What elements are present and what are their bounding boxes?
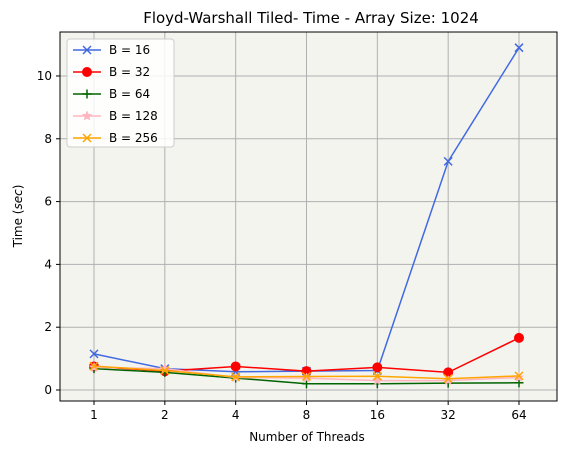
marker-stroke — [89, 361, 99, 371]
data-point — [514, 43, 524, 53]
x-tick-label: 32 — [441, 408, 456, 422]
data-point — [301, 371, 312, 382]
data-point — [514, 332, 524, 343]
x-tick-label: 16 — [370, 408, 385, 422]
legend-box — [66, 38, 175, 148]
legend-label: B = 64 — [109, 87, 150, 101]
data-point — [302, 379, 311, 389]
legend-marker — [82, 133, 92, 143]
data-point — [372, 371, 382, 381]
y-axis-label-unit: sec — [11, 189, 25, 210]
grid — [60, 32, 557, 401]
legend-marker — [81, 110, 93, 121]
x-tick-label: 8 — [303, 408, 311, 422]
legend-entry: B = 256 — [73, 131, 158, 145]
marker-stroke — [89, 349, 99, 359]
x-axis: 1 2 4 8 16 32 64 — [90, 401, 527, 422]
data-point — [89, 349, 99, 359]
marker-stroke — [82, 45, 92, 55]
series-layer — [88, 43, 525, 389]
x-tick-label: 64 — [511, 408, 526, 422]
y-axis-label-prefix: Time ( — [11, 210, 25, 249]
series-4 — [89, 361, 524, 384]
legend-entry: B = 32 — [73, 65, 150, 79]
legend-label: B = 256 — [109, 131, 158, 145]
marker-stroke — [443, 374, 453, 384]
data-point — [372, 362, 383, 373]
data-point — [230, 361, 241, 372]
y-axis-label-suffix: ) — [11, 185, 25, 190]
x-tick-label: 2 — [161, 408, 169, 422]
y-tick-label: 6 — [44, 195, 52, 209]
marker-stroke — [301, 371, 312, 382]
marker-stroke — [372, 371, 382, 381]
marker-stroke — [231, 372, 241, 382]
data-point — [443, 156, 453, 166]
legend-entry: B = 128 — [73, 109, 158, 123]
x-axis-label: Number of Threads — [249, 430, 365, 444]
plot-frame — [59, 31, 558, 402]
marker-stroke — [514, 371, 524, 381]
y-tick-label: 8 — [44, 132, 52, 146]
y-tick-label: 4 — [44, 257, 52, 271]
marker-stroke — [82, 133, 92, 143]
y-axis-label: Time (sec) — [11, 185, 25, 249]
y-axis: 0 2 4 6 8 10 — [37, 69, 60, 397]
data-point — [89, 361, 99, 371]
data-point — [514, 371, 524, 381]
data-point — [160, 366, 170, 376]
y-tick-label: 10 — [37, 69, 52, 83]
legend: B = 16 B = 32 B = 64 B = 128 B = 256 — [66, 38, 175, 148]
legend-label: B = 16 — [109, 43, 150, 57]
legend-label: B = 128 — [109, 109, 158, 123]
y-tick-label: 2 — [44, 320, 52, 334]
marker-stroke — [160, 366, 170, 376]
x-tick-label: 4 — [232, 408, 240, 422]
marker-stroke — [443, 156, 453, 166]
legend-entry: B = 64 — [73, 87, 150, 101]
marker-stroke — [514, 43, 524, 53]
legend-marker — [82, 89, 92, 99]
legend-label: B = 32 — [109, 65, 150, 79]
data-point — [443, 374, 453, 384]
legend-marker — [82, 67, 92, 77]
chart-title: Floyd-Warshall Tiled- Time - Array Size:… — [143, 9, 479, 27]
data-point — [231, 372, 241, 382]
y-tick-label: 0 — [44, 383, 52, 397]
x-tick-label: 1 — [90, 408, 98, 422]
legend-marker — [82, 45, 92, 55]
legend-entry: B = 16 — [73, 43, 150, 57]
